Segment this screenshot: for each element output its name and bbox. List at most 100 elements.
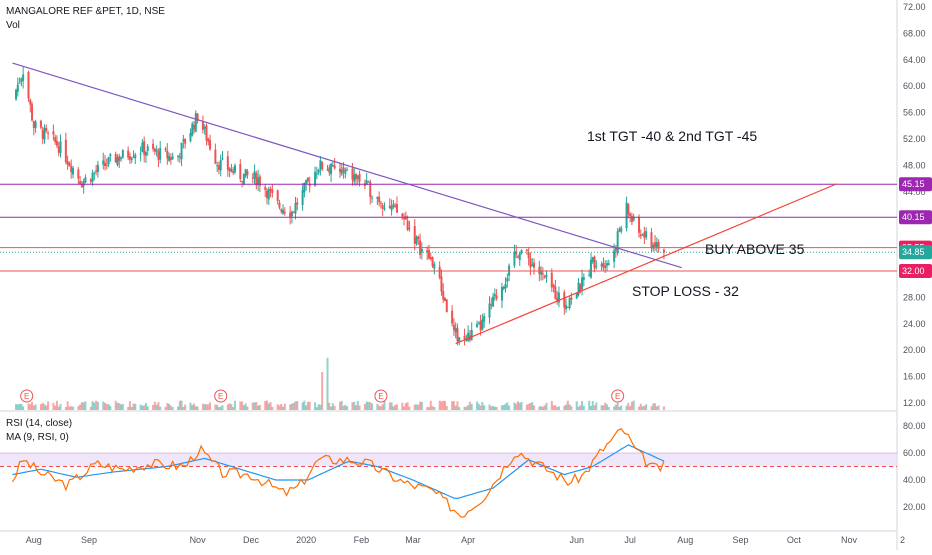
candle-body — [144, 152, 147, 156]
volume-bar — [139, 404, 142, 410]
volume-bar — [639, 403, 642, 410]
candle-body — [545, 274, 548, 277]
volume-bar — [513, 402, 516, 410]
candle-body — [258, 176, 261, 186]
candle-body — [502, 286, 505, 289]
candle-body — [64, 139, 67, 163]
volume-bar — [319, 404, 322, 410]
volume-bar — [508, 405, 511, 410]
earnings-marker-icon[interactable] — [374, 389, 388, 403]
volume-bar — [533, 405, 535, 410]
candle-body — [338, 168, 341, 172]
candle-body — [657, 242, 660, 249]
candle-body — [68, 162, 71, 167]
price-tick-label: 60.00 — [903, 81, 926, 91]
volume-bar — [440, 401, 443, 410]
volume-bar — [593, 405, 596, 410]
candle-body — [588, 274, 591, 276]
volume-bar — [178, 400, 181, 410]
volume-bar — [614, 404, 617, 410]
candle-body — [618, 229, 621, 232]
volume-bar — [104, 402, 107, 410]
volume-bar — [604, 402, 607, 410]
volume-bar — [520, 401, 523, 410]
volume-bar — [383, 400, 386, 410]
price-tick-label: 56.00 — [903, 108, 926, 118]
volume-bar — [613, 406, 616, 410]
candle-body — [356, 175, 359, 179]
candle-body — [582, 277, 585, 280]
candle-body — [80, 184, 83, 188]
candle-body — [159, 147, 162, 160]
volume-bar — [68, 406, 71, 410]
trendline-downtrend[interactable] — [12, 62, 682, 269]
volume-bar — [643, 405, 646, 410]
candle-body — [351, 168, 354, 180]
price-tick-label: 16.00 — [903, 372, 926, 382]
candle-body — [625, 202, 628, 229]
candle-body — [654, 242, 657, 248]
candle-body — [431, 256, 434, 267]
candle-body — [22, 74, 25, 81]
volume-bar — [326, 357, 329, 410]
volume-bar — [57, 406, 60, 410]
candle-body — [120, 157, 123, 160]
volume-bar — [239, 401, 242, 410]
volume-bar — [130, 406, 133, 410]
volume-bar — [141, 405, 144, 410]
volume-bar — [346, 406, 349, 410]
volume-bar — [378, 405, 381, 410]
candle-body — [141, 142, 144, 152]
volume-bar — [317, 404, 320, 410]
candles-group — [15, 66, 665, 346]
candle-body — [563, 292, 566, 308]
volume-bar — [209, 402, 212, 410]
volume-bar — [226, 404, 229, 410]
earnings-marker-icon[interactable] — [20, 389, 34, 403]
price-tick-label: 68.00 — [903, 28, 926, 38]
candle-body — [77, 169, 80, 179]
candle-body — [214, 149, 217, 164]
volume-bar — [620, 405, 623, 410]
volume-bar — [79, 404, 82, 410]
earnings-marker-icon[interactable] — [611, 389, 625, 403]
volume-bar — [607, 406, 610, 410]
volume-bar — [595, 402, 598, 410]
candle-body — [321, 162, 324, 170]
candle-body — [379, 202, 382, 204]
candle-body — [463, 335, 466, 340]
rsi-line — [11, 428, 665, 518]
candle-body — [70, 166, 73, 173]
volume-bar — [358, 405, 361, 410]
volume-bar — [244, 403, 247, 410]
earnings-marker-letter: E — [24, 392, 29, 401]
candle-body — [516, 256, 519, 258]
earnings-marker-letter: E — [615, 392, 620, 401]
volume-bar — [216, 405, 219, 410]
candle-body — [579, 284, 582, 292]
candle-body — [241, 181, 244, 183]
rsi-tick-label: 40.00 — [903, 475, 926, 485]
rsi-tick-label: 60.00 — [903, 448, 926, 458]
volume-bar — [605, 404, 608, 410]
volume-bar — [189, 402, 192, 410]
candle-body — [652, 245, 655, 249]
earnings-marker-icon[interactable] — [214, 389, 228, 403]
candle-body — [470, 329, 473, 340]
candle-body — [388, 205, 391, 208]
volume-bar — [570, 406, 573, 410]
candle-body — [308, 183, 311, 187]
time-tick-label: Jun — [569, 535, 584, 545]
volume-bar — [143, 405, 146, 410]
volume-bar — [333, 405, 336, 410]
time-tick-label: Apr — [461, 535, 475, 545]
candle-body — [355, 174, 357, 180]
volume-bar — [371, 403, 374, 410]
candle-body — [552, 285, 555, 288]
candle-body — [529, 258, 532, 268]
candle-body — [602, 263, 605, 268]
candle-body — [280, 209, 283, 212]
trendline-uptrend[interactable] — [455, 183, 837, 345]
